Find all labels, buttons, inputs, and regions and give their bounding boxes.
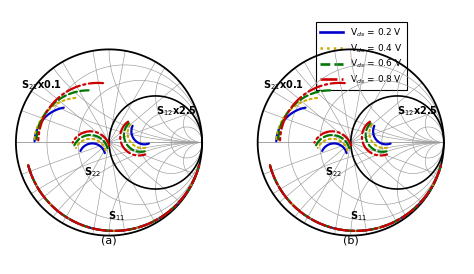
Text: S$_{21}$x0.1: S$_{21}$x0.1	[21, 78, 63, 92]
Text: S$_{21}$x0.1: S$_{21}$x0.1	[263, 78, 304, 92]
Text: S$_{11}$: S$_{11}$	[350, 209, 367, 223]
Text: S$_{12}$x2.5: S$_{12}$x2.5	[155, 105, 197, 118]
Legend: V$_{ds}$ = 0.2 V, V$_{ds}$ = 0.4 V, V$_{ds}$ = 0.6 V, V$_{ds}$ = 0.8 V: V$_{ds}$ = 0.2 V, V$_{ds}$ = 0.4 V, V$_{…	[316, 22, 407, 90]
Text: (a): (a)	[101, 235, 117, 245]
Text: S$_{11}$: S$_{11}$	[108, 209, 125, 223]
Text: S$_{12}$x2.5: S$_{12}$x2.5	[397, 105, 438, 118]
Text: (b): (b)	[343, 235, 359, 245]
Text: S$_{22}$: S$_{22}$	[326, 165, 343, 179]
Text: S$_{22}$: S$_{22}$	[84, 165, 101, 179]
